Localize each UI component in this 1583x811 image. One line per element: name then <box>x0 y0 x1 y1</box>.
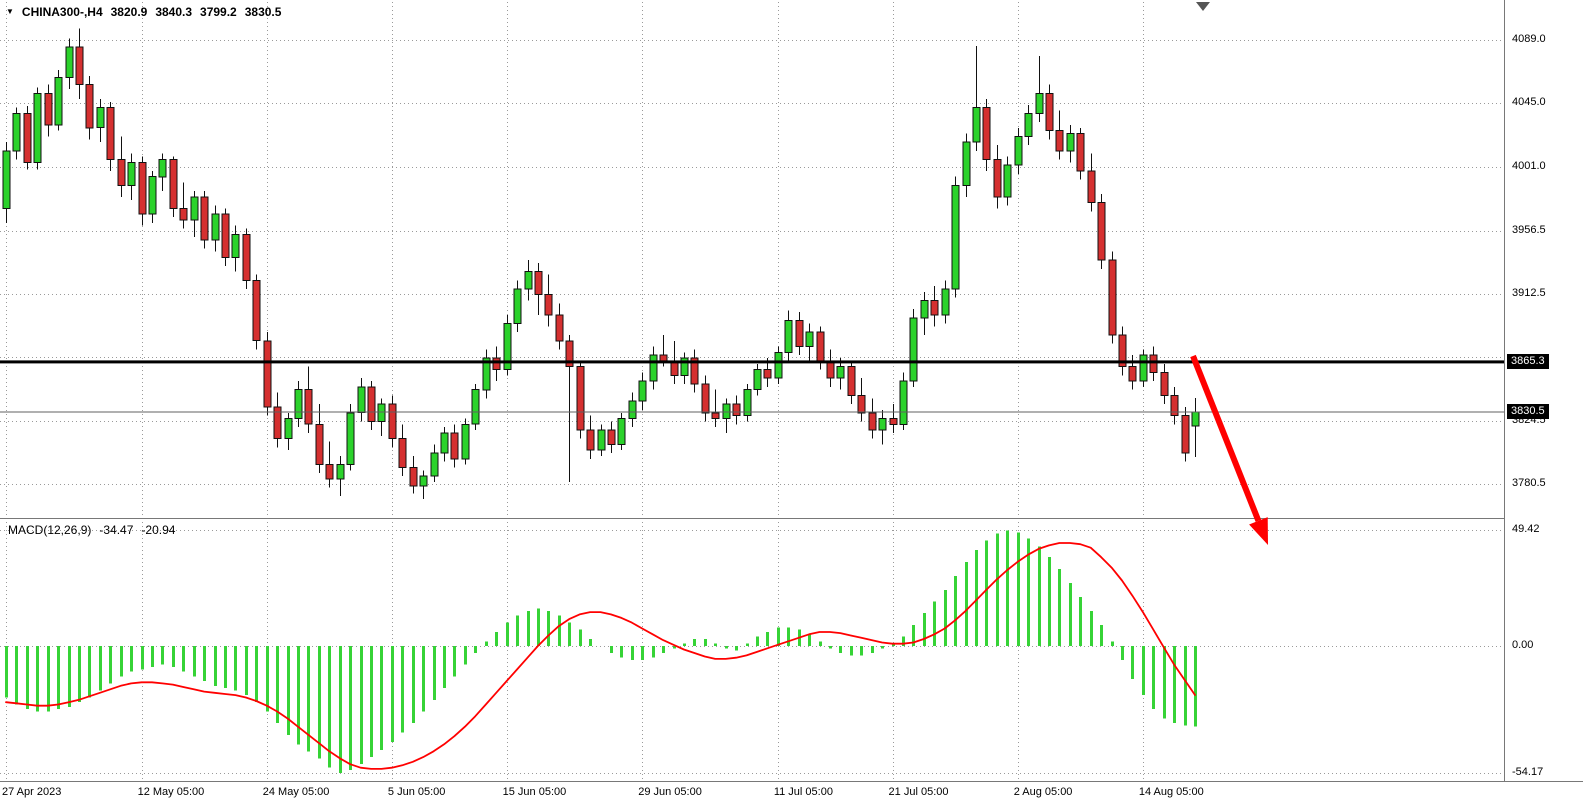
price-level-badge: 3865.3 <box>1507 353 1549 369</box>
bar-close-value: 3830.5 <box>244 5 282 19</box>
macd-tick-label: -54.17 <box>1512 765 1544 778</box>
price-tick-label: 4045.0 <box>1512 96 1546 109</box>
candle-bodies <box>2 46 1200 487</box>
time-axis-label: 2 Aug 05:00 <box>1013 786 1073 798</box>
macd-main-value: -34.47 <box>99 523 134 537</box>
bar-high-value: 3840.3 <box>155 5 193 19</box>
chart-shift-marker-icon[interactable] <box>1196 2 1210 11</box>
price-tick-label: 4001.0 <box>1512 159 1546 172</box>
price-axis[interactable]: 4089.0 4045.0 4001.0 3956.5 3912.5 3824.5 3780… <box>1504 0 1583 781</box>
price-tick-label: 3780.5 <box>1512 476 1546 489</box>
expand-panel-icon[interactable]: ▼ <box>6 7 14 16</box>
time-axis-label: 24 May 05:00 <box>262 786 330 798</box>
time-axis-label: 29 Jun 05:00 <box>638 786 702 798</box>
symbol-ohlc-header: ▼ CHINA300-,H4 3820.9 3840.3 3799.2 3830… <box>6 5 281 19</box>
candle-wicks <box>6 28 1196 500</box>
macd-tick-label: 49.42 <box>1512 523 1540 536</box>
symbol-period-label: CHINA300-,H4 <box>21 5 103 19</box>
macd-signal-line <box>5 542 1196 770</box>
time-axis-label: 15 Jun 05:00 <box>502 786 567 798</box>
trend-arrow-head[interactable] <box>1249 517 1268 545</box>
price-tick-label: 4089.0 <box>1512 33 1546 45</box>
macd-signal-value: -20.94 <box>141 523 176 537</box>
price-tick-label: 3912.5 <box>1512 287 1546 300</box>
macd-tick-label: 0.00 <box>1512 639 1534 651</box>
grid <box>0 2 1504 781</box>
time-axis[interactable]: 27 Apr 2023 12 May 05:00 24 May 05:00 5 Jun… <box>0 781 1583 811</box>
time-axis-label: 12 May 05:00 <box>137 786 205 798</box>
macd-indicator-label: MACD(12,26,9) -34.47 -20.94 <box>8 523 175 537</box>
time-axis-label: 21 Jul 05:00 <box>888 786 949 798</box>
bar-low-value: 3799.2 <box>200 5 237 19</box>
price-tick-label: 3956.5 <box>1512 223 1546 236</box>
horizontal-line-object[interactable] <box>0 411 1504 413</box>
macd-name: MACD(12,26,9) <box>8 523 92 537</box>
time-axis-label: 14 Aug 05:00 <box>1138 786 1204 798</box>
macd-histogram <box>5 530 1197 773</box>
trend-arrow-shaft[interactable] <box>1190 354 1262 522</box>
time-axis-label: 5 Jun 05:00 <box>387 786 446 798</box>
bar-open-value: 3820.9 <box>110 5 148 19</box>
price-level-badge: 3830.5 <box>1507 404 1549 420</box>
horizontal-line-object[interactable] <box>0 360 1504 364</box>
time-axis-label: 27 Apr 2023 <box>2 786 62 798</box>
time-axis-label: 11 Jul 05:00 <box>773 786 833 798</box>
